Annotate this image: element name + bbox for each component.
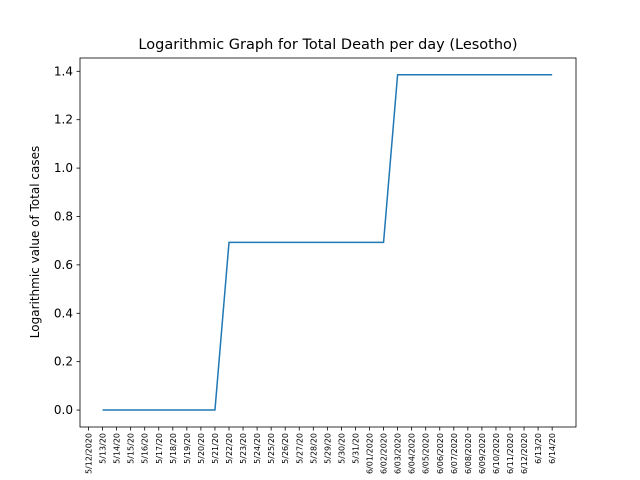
x-tick-label: 5/30/20 (337, 433, 346, 464)
x-tick-label: 5/18/20 (169, 433, 178, 464)
x-tick-label: 5/25/20 (267, 433, 276, 464)
y-tick-label: 0.8 (54, 209, 73, 223)
x-tick-label: 5/29/20 (323, 433, 332, 464)
y-axis-label: Logarithmic value of Total cases (28, 146, 42, 338)
x-tick-label: 5/20/20 (197, 433, 206, 464)
x-tick-label: 5/21/20 (211, 433, 220, 464)
x-tick-label: 6/07/2020 (450, 433, 459, 474)
x-tick-label: 5/16/20 (141, 433, 150, 464)
x-tick-label: 5/24/20 (253, 433, 262, 464)
x-tick-label: 6/05/2020 (422, 433, 431, 474)
y-tick-label: 1.2 (54, 113, 73, 127)
x-tick-label: 6/09/2020 (478, 433, 487, 474)
y-tick-label: 1.0 (54, 161, 73, 175)
y-tick-label: 1.4 (54, 64, 73, 78)
x-tick-label: 6/14/20 (548, 433, 557, 464)
series-line (102, 73, 553, 411)
plot-frame (79, 57, 577, 428)
x-tick-label: 5/27/20 (295, 433, 304, 464)
x-tick-label: 5/31/20 (351, 433, 360, 464)
x-tick-label: 5/13/20 (99, 433, 108, 464)
x-tick-label: 6/08/2020 (464, 433, 473, 474)
y-tick-label: 0.2 (54, 355, 73, 369)
x-tick-label: 5/19/20 (183, 433, 192, 464)
y-tick-label: 0.4 (54, 306, 73, 320)
x-tick-label: 6/04/2020 (408, 433, 417, 474)
x-tick-label: 6/12/2020 (520, 433, 529, 474)
x-tick-label: 6/06/2020 (436, 433, 445, 474)
x-tick-label: 5/26/20 (281, 433, 290, 464)
x-tick-label: 5/28/20 (309, 433, 318, 464)
x-tick-label: 5/17/20 (155, 433, 164, 464)
x-tick-label: 5/12/2020 (85, 433, 94, 474)
x-tick-label: 5/22/20 (225, 433, 234, 464)
x-tick-label: 6/03/2020 (394, 433, 403, 474)
x-tick-label: 6/10/2020 (492, 433, 501, 474)
y-tick-label: 0.6 (54, 258, 73, 272)
x-tick-label: 6/13/20 (534, 433, 543, 464)
x-tick-label: 6/01/2020 (366, 433, 375, 474)
x-tick-label: 6/02/2020 (380, 433, 389, 474)
plot-area: 0.0 0.2 0.4 0.6 0.8 1.0 1.2 1.4 5/12/2020 5/13/20… (54, 57, 577, 474)
x-tick-label: 5/23/20 (239, 433, 248, 464)
y-tick-label: 0.0 (54, 403, 73, 417)
x-tick-label: 6/11/2020 (506, 433, 515, 474)
x-tick-label: 5/14/20 (113, 433, 122, 464)
x-tick-label: 5/15/20 (127, 433, 136, 464)
chart-title: Logarithmic Graph for Total Death per da… (138, 37, 517, 53)
